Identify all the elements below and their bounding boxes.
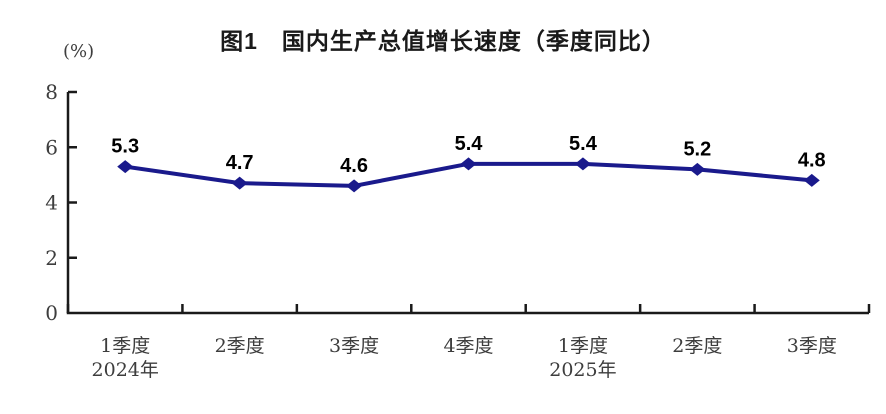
data-point-label: 4.6	[340, 155, 368, 177]
x-axis-category-label: 2季度	[215, 335, 265, 357]
x-axis-category-label: 1季度	[558, 335, 608, 357]
y-axis-tick-label: 4	[45, 191, 58, 215]
y-axis-tick-label: 2	[45, 246, 58, 270]
chart-title: 图1 国内生产总值增长速度（季度同比）	[220, 28, 666, 54]
data-point-label: 4.8	[798, 149, 826, 171]
data-point-marker	[346, 179, 363, 193]
y-axis-unit-label: (%)	[63, 41, 95, 62]
x-axis-category-label: 4季度	[443, 335, 493, 357]
data-point-marker	[803, 173, 820, 187]
x-axis-category-label: 1季度	[100, 335, 150, 357]
x-axis-category-label: 3季度	[329, 335, 379, 357]
x-axis-year-label: 2024年	[92, 359, 159, 381]
y-axis-tick-label: 8	[45, 80, 58, 104]
data-point-marker	[231, 176, 248, 190]
data-point-label: 5.4	[455, 133, 484, 155]
x-axis-category-label: 2季度	[672, 335, 722, 357]
data-point-marker	[117, 160, 134, 174]
data-point-marker	[460, 157, 477, 171]
data-point-label: 5.2	[683, 138, 711, 160]
y-axis-tick-label: 6	[45, 135, 58, 159]
data-point-label: 4.7	[226, 152, 254, 174]
data-point-marker	[689, 162, 706, 176]
data-point-label: 5.4	[569, 133, 598, 155]
x-axis-category-label: 3季度	[787, 335, 837, 357]
data-point-marker	[574, 157, 591, 171]
x-axis-year-label: 2025年	[549, 359, 616, 381]
data-point-label: 5.3	[111, 136, 139, 158]
y-axis-tick-label: 0	[45, 301, 58, 325]
